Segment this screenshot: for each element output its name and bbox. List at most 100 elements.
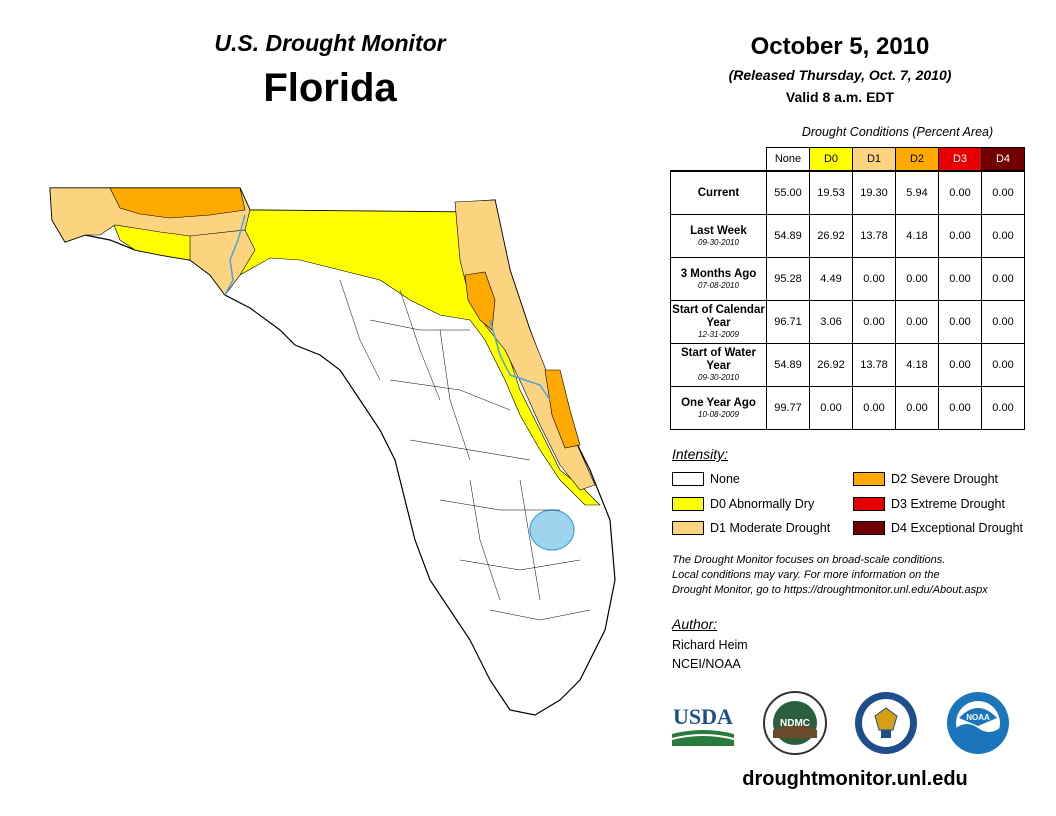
legend-swatch xyxy=(853,497,885,511)
table-cell: 0.00 xyxy=(895,257,939,301)
table-cell: 13.78 xyxy=(852,343,896,387)
note-line: The Drought Monitor focuses on broad-sca… xyxy=(672,554,946,566)
col-header-d1: D1 xyxy=(852,147,896,172)
commerce-seal-logo xyxy=(855,692,917,754)
table-cell: 0.00 xyxy=(981,343,1025,387)
noaa-logo: NOAA xyxy=(947,692,1009,754)
table-cell: 4.18 xyxy=(895,214,939,258)
table-cell: 99.77 xyxy=(766,386,810,430)
legend-item-d3: D3 Extreme Drought xyxy=(853,496,1005,512)
author-name: Richard Heim xyxy=(672,638,748,652)
row-label: One Year Ago 10-08-2009 xyxy=(670,386,767,430)
legend-label: None xyxy=(710,472,740,486)
d1-region-bigbend xyxy=(189,229,256,296)
table-row: Current 55.00 19.53 19.30 5.94 0.00 0.00 xyxy=(670,170,1025,215)
map-subtitle: U.S. Drought Monitor xyxy=(214,30,446,56)
col-header-none: None xyxy=(766,147,810,172)
table-cell: 55.00 xyxy=(766,170,810,215)
author-heading: Author: xyxy=(672,616,718,632)
table-cell: 0.00 xyxy=(938,343,982,387)
state-title: Florida xyxy=(263,66,397,110)
table-cell: 0.00 xyxy=(938,170,982,215)
table-cell: 0.00 xyxy=(981,214,1025,258)
legend-swatch xyxy=(853,472,885,486)
table-cell: 3.06 xyxy=(809,300,853,344)
d2-region-brevard xyxy=(544,369,581,449)
table-cell: 5.94 xyxy=(895,170,939,215)
row-label: Current xyxy=(670,170,767,215)
legend-item-d0: D0 Abnormally Dry xyxy=(672,496,814,512)
table-cell: 96.71 xyxy=(766,300,810,344)
legend-label: D2 Severe Drought xyxy=(891,472,999,486)
table-cell: 0.00 xyxy=(938,300,982,344)
table-cell: 4.18 xyxy=(895,343,939,387)
d2-region-jacksonville xyxy=(464,271,496,331)
legend-item-d4: D4 Exceptional Drought xyxy=(853,520,1023,536)
table-row: Start of Calendar Year 12-31-2009 96.71 3… xyxy=(670,300,1025,344)
table-cell: 0.00 xyxy=(852,300,896,344)
conditions-title: Drought Conditions (Percent Area) xyxy=(801,125,994,139)
disclaimer-note: The Drought Monitor focuses on broad-sca… xyxy=(672,553,1052,598)
legend-swatch xyxy=(672,521,704,535)
legend-swatch xyxy=(672,497,704,511)
county-lines xyxy=(339,279,591,621)
legend-label: D3 Extreme Drought xyxy=(891,497,1005,511)
ndmc-logo: NDMC xyxy=(763,691,827,755)
legend-swatch xyxy=(672,472,704,486)
table-cell: 0.00 xyxy=(895,386,939,430)
table-cell: 0.00 xyxy=(895,300,939,344)
table-cell: 54.89 xyxy=(766,343,810,387)
svg-text:NOAA: NOAA xyxy=(966,713,990,722)
table-cell: 0.00 xyxy=(852,257,896,301)
website-url[interactable]: droughtmonitor.unl.edu xyxy=(742,768,968,790)
st-johns-river xyxy=(489,319,551,401)
table-cell: 0.00 xyxy=(981,170,1025,215)
lake-okeechobee xyxy=(529,509,575,551)
apalachicola-river xyxy=(224,214,246,296)
legend-label: D0 Abnormally Dry xyxy=(710,497,815,511)
table-cell: 26.92 xyxy=(809,343,853,387)
header-blank xyxy=(671,148,767,172)
row-label: Last Week 09-30-2010 xyxy=(670,214,767,258)
col-header-d4: D4 xyxy=(981,147,1025,172)
svg-text:USDA: USDA xyxy=(673,704,733,729)
table-row: One Year Ago 10-08-2009 99.77 0.00 0.00 0… xyxy=(670,386,1025,430)
col-header-d0: D0 xyxy=(809,147,853,172)
legend-title: Intensity: xyxy=(672,446,729,462)
table-cell: 0.00 xyxy=(938,214,982,258)
row-label: Start of Water Year 09-30-2010 xyxy=(670,343,767,387)
author-organization: NCEI/NOAA xyxy=(672,657,741,671)
row-label: 3 Months Ago 07-08-2010 xyxy=(670,257,767,301)
table-cell: 95.28 xyxy=(766,257,810,301)
table-row: Last Week 09-30-2010 54.89 26.92 13.78 4.… xyxy=(670,214,1025,258)
drought-conditions-table: None D0 D1 D2 D3 D4 Current 55.00 19.53 … xyxy=(670,147,1025,430)
table-cell: 26.92 xyxy=(809,214,853,258)
table-cell: 0.00 xyxy=(981,386,1025,430)
table-cell: 0.00 xyxy=(938,257,982,301)
table-cell: 0.00 xyxy=(852,386,896,430)
legend-item-d1: D1 Moderate Drought xyxy=(672,520,830,536)
table-row: Start of Water Year 09-30-2010 54.89 26.9… xyxy=(670,343,1025,387)
legend-swatch xyxy=(853,521,885,535)
usda-logo: USDA xyxy=(672,704,734,746)
legend-label: D1 Moderate Drought xyxy=(710,521,831,535)
table-cell: 0.00 xyxy=(809,386,853,430)
legend-item-d2: D2 Severe Drought xyxy=(853,471,998,487)
table-cell: 19.30 xyxy=(852,170,896,215)
table-header-row: None D0 D1 D2 D3 D4 xyxy=(671,147,1025,172)
note-line: Local conditions may vary. For more info… xyxy=(672,569,940,581)
table-cell: 0.00 xyxy=(981,257,1025,301)
row-label: Start of Calendar Year 12-31-2009 xyxy=(670,300,767,344)
table-cell: 13.78 xyxy=(852,214,896,258)
svg-text:NDMC: NDMC xyxy=(780,718,810,729)
table-cell: 19.53 xyxy=(809,170,853,215)
release-date: (Released Thursday, Oct. 7, 2010) xyxy=(728,67,952,83)
legend-item-none: None xyxy=(672,471,740,487)
florida-drought-map xyxy=(49,187,616,716)
valid-time: Valid 8 a.m. EDT xyxy=(785,89,895,105)
note-line: Drought Monitor, go to https://droughtmo… xyxy=(672,584,988,596)
map-date: October 5, 2010 xyxy=(750,33,930,60)
col-header-d3: D3 xyxy=(938,147,982,172)
col-header-d2: D2 xyxy=(895,147,939,172)
table-cell: 54.89 xyxy=(766,214,810,258)
